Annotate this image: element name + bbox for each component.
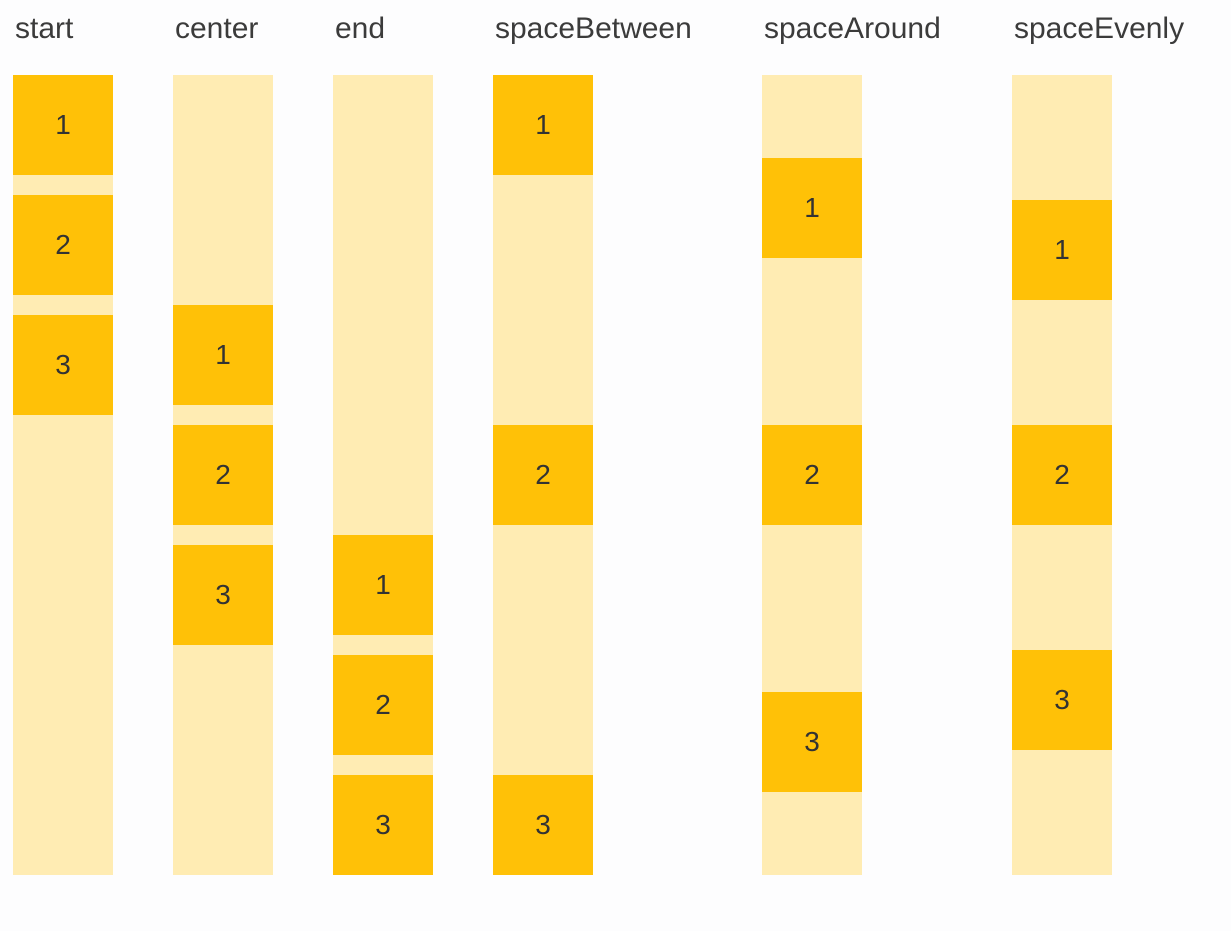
alignment-demo-row: start 1 2 3 center 1 2 3 end 1 2 3	[13, 10, 1231, 875]
alignment-label-end: end	[335, 12, 386, 45]
flex-track-space-between: 1 2 3	[493, 75, 593, 875]
flex-item: 1	[493, 75, 593, 175]
flex-item: 1	[762, 158, 862, 259]
alignment-label-start: start	[15, 12, 74, 45]
flex-item: 1	[333, 535, 433, 635]
flex-track-space-around: 1 2 3	[762, 75, 862, 875]
flex-item: 2	[173, 425, 273, 525]
flex-item: 1	[1012, 200, 1112, 300]
demo-group-space-between: spaceBetween 1 2 3	[493, 10, 702, 875]
alignment-label-space-between: spaceBetween	[495, 12, 692, 45]
flex-item: 2	[762, 424, 862, 525]
flex-item: 3	[493, 775, 593, 875]
demo-group-space-evenly: spaceEvenly 1 2 3	[1012, 10, 1189, 875]
flex-item: 2	[13, 195, 113, 295]
flex-item: 3	[13, 315, 113, 415]
flex-track-space-evenly: 1 2 3	[1012, 75, 1112, 875]
demo-group-end: end 1 2 3	[333, 10, 433, 875]
flex-track-center: 1 2 3	[173, 75, 273, 875]
flex-item: 3	[173, 545, 273, 645]
alignment-label-center: center	[175, 12, 259, 45]
flex-item: 2	[1012, 425, 1112, 525]
flex-track-start: 1 2 3	[13, 75, 113, 875]
flex-item: 3	[1012, 650, 1112, 750]
flex-item: 2	[333, 655, 433, 755]
alignment-label-space-evenly: spaceEvenly	[1014, 12, 1185, 45]
flex-item: 3	[762, 691, 862, 792]
demo-group-space-around: spaceAround 1 2 3	[762, 10, 952, 875]
flex-item: 1	[13, 75, 113, 175]
demo-group-center: center 1 2 3	[173, 10, 273, 875]
alignment-label-space-around: spaceAround	[764, 12, 941, 45]
demo-group-start: start 1 2 3	[13, 10, 113, 875]
flex-item: 1	[173, 305, 273, 405]
flex-item: 3	[333, 775, 433, 875]
flex-item: 2	[493, 425, 593, 525]
flex-track-end: 1 2 3	[333, 75, 433, 875]
